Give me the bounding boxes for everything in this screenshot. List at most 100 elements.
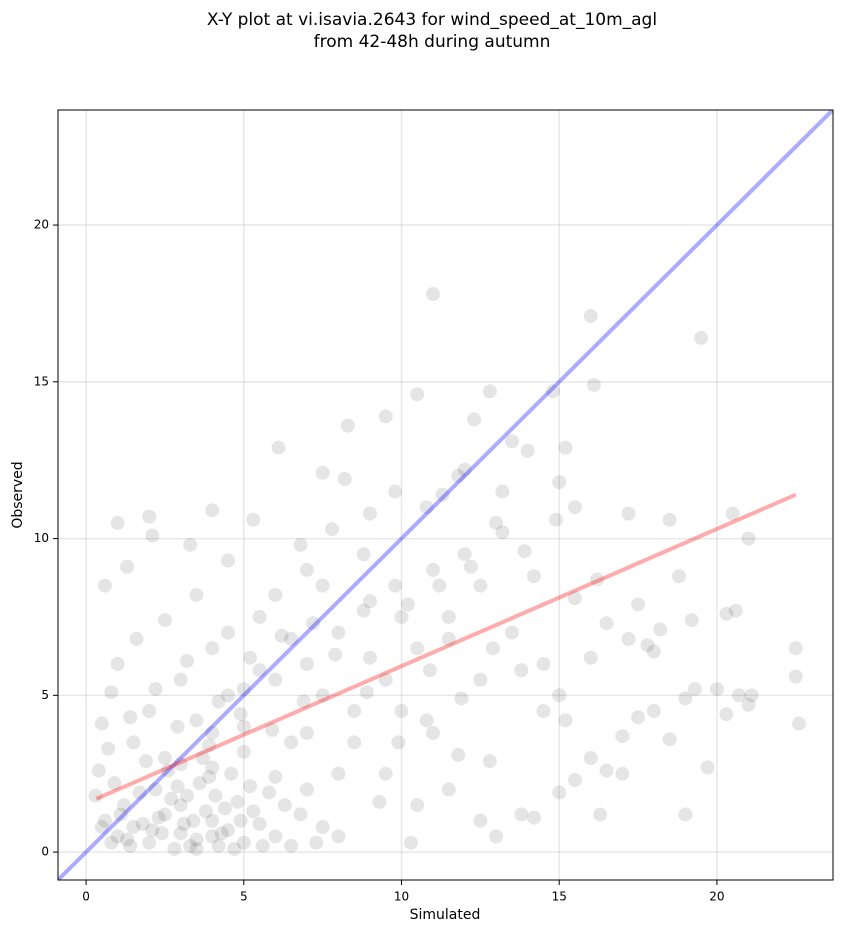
point	[113, 807, 128, 822]
point	[485, 641, 500, 656]
point	[277, 798, 292, 813]
point	[586, 377, 601, 392]
point	[183, 838, 198, 853]
point	[299, 656, 314, 671]
point	[517, 544, 532, 559]
point	[180, 788, 195, 803]
point	[700, 760, 715, 775]
point	[426, 287, 441, 302]
point	[120, 832, 135, 847]
point	[552, 688, 567, 703]
point	[299, 782, 314, 797]
point	[504, 434, 519, 449]
point	[378, 672, 393, 687]
point	[340, 418, 355, 433]
point	[454, 691, 469, 706]
chart-title: X-Y plot at vi.isavia.2643 for wind_spee…	[207, 10, 657, 30]
point	[189, 841, 204, 856]
point	[139, 754, 154, 769]
point	[356, 603, 371, 618]
point	[549, 512, 564, 527]
point	[173, 672, 188, 687]
point	[331, 766, 346, 781]
point	[473, 672, 488, 687]
point	[359, 685, 374, 700]
point	[315, 578, 330, 593]
point	[646, 704, 661, 719]
point	[268, 829, 283, 844]
x-tick-label: 10	[394, 890, 409, 904]
point	[97, 578, 112, 593]
point	[646, 644, 661, 659]
point	[372, 794, 387, 809]
point	[473, 578, 488, 593]
y-tick-label: 5	[41, 688, 49, 702]
chart-title: from 42-48h during autumn	[314, 32, 551, 52]
point	[520, 443, 535, 458]
point	[110, 515, 125, 530]
point	[599, 763, 614, 778]
point	[640, 638, 655, 653]
point	[274, 628, 289, 643]
y-tick-label: 15	[34, 374, 49, 388]
point	[473, 813, 488, 828]
point	[356, 547, 371, 562]
point	[221, 553, 236, 568]
point	[161, 763, 176, 778]
point	[104, 685, 119, 700]
point	[116, 798, 131, 813]
x-axis-label: Simulated	[410, 907, 481, 923]
point	[142, 509, 157, 524]
point	[243, 650, 258, 665]
point	[309, 835, 324, 850]
point	[362, 650, 377, 665]
point	[167, 841, 182, 856]
point	[252, 609, 267, 624]
point	[91, 763, 106, 778]
point	[205, 725, 220, 740]
point	[451, 747, 466, 762]
point	[154, 826, 169, 841]
plot-frame	[57, 109, 834, 881]
point	[236, 719, 251, 734]
point	[217, 801, 232, 816]
y-tick-label: 10	[34, 531, 49, 545]
point	[132, 785, 147, 800]
plot-area	[58, 110, 833, 880]
point	[142, 835, 157, 850]
point	[164, 791, 179, 806]
point	[157, 751, 172, 766]
point	[410, 798, 425, 813]
point	[233, 707, 248, 722]
point	[362, 506, 377, 521]
point	[205, 813, 220, 828]
point	[583, 650, 598, 665]
point	[293, 537, 308, 552]
point	[202, 738, 217, 753]
point	[246, 512, 261, 527]
point	[694, 330, 709, 345]
point	[552, 475, 567, 490]
point	[388, 578, 403, 593]
point	[526, 810, 541, 825]
point	[284, 735, 299, 750]
point	[331, 829, 346, 844]
point	[463, 559, 478, 574]
point	[583, 308, 598, 323]
fit-line	[58, 110, 833, 880]
point	[142, 704, 157, 719]
point	[709, 682, 724, 697]
point	[514, 663, 529, 678]
point	[183, 537, 198, 552]
point	[536, 656, 551, 671]
point	[145, 823, 160, 838]
point	[148, 782, 163, 797]
point	[467, 412, 482, 427]
point	[391, 735, 406, 750]
point	[227, 841, 242, 856]
point	[593, 807, 608, 822]
point	[246, 804, 261, 819]
point	[88, 788, 103, 803]
point	[265, 722, 280, 737]
point	[788, 669, 803, 684]
